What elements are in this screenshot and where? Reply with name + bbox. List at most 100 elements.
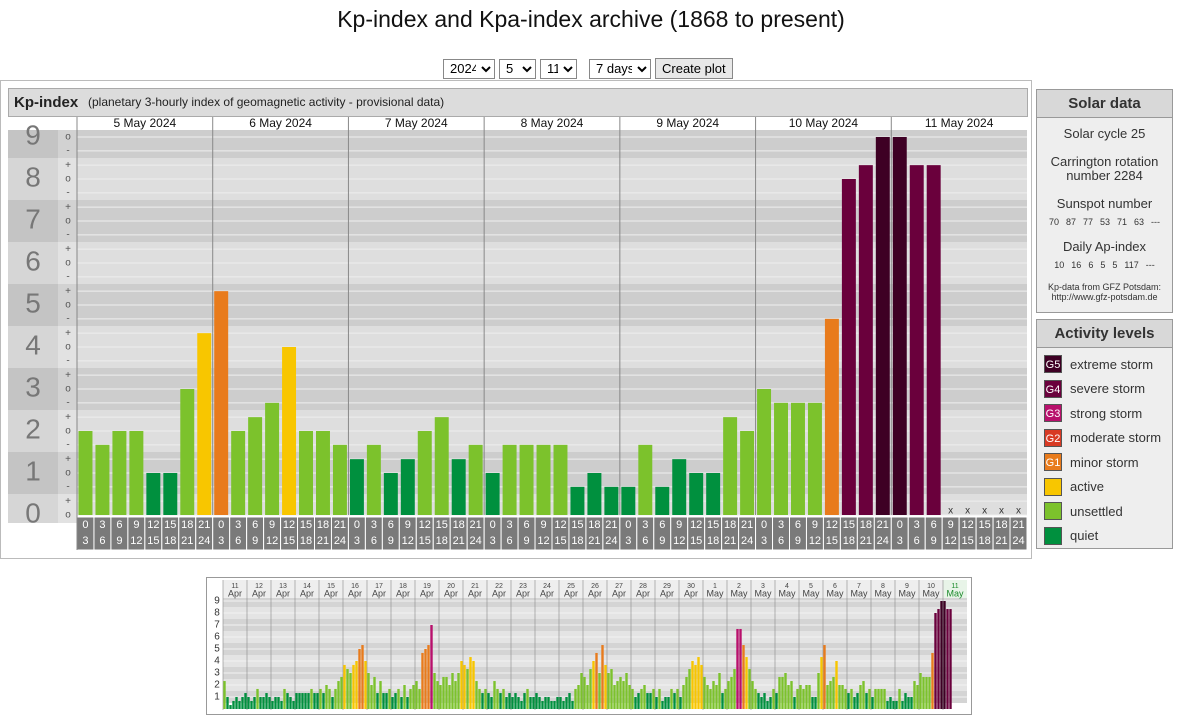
bar: [485, 473, 500, 515]
time-label: 21: [741, 519, 753, 531]
time-label: 12: [419, 519, 431, 531]
time-label: 18: [181, 519, 193, 531]
bar: [238, 700, 241, 709]
day-label: 10: [927, 583, 935, 590]
bar: [856, 693, 859, 709]
bar: [892, 700, 895, 709]
legend-entry: G3 strong storm: [1044, 401, 1172, 426]
day-label: 4: [785, 583, 789, 590]
time-label: 18: [300, 535, 312, 547]
bar: [598, 673, 601, 709]
time-label: 9: [116, 535, 122, 547]
month-label: Apr: [396, 588, 410, 598]
time-label: 3: [490, 535, 496, 547]
bar: [787, 685, 790, 709]
label-cell: [8, 452, 58, 494]
bar: [621, 486, 636, 515]
bar: [559, 697, 562, 709]
bar: [913, 681, 916, 709]
bar: [824, 318, 839, 515]
time-label: 21: [877, 519, 889, 531]
period-select[interactable]: 7 days: [589, 58, 651, 79]
bar: [949, 609, 952, 709]
time-label: 12: [266, 535, 278, 547]
bar: [583, 676, 586, 709]
bar: [910, 697, 913, 709]
bar: [844, 688, 847, 709]
time-label: 0: [761, 519, 767, 531]
bar: [454, 681, 457, 709]
month-select[interactable]: 5: [499, 58, 536, 79]
time-label: 21: [317, 535, 329, 547]
time-label: 18: [588, 519, 600, 531]
bar: [631, 688, 634, 709]
minor-label-cell: [58, 494, 77, 523]
source-url: http://www.gfz-potsdam.de: [1051, 292, 1158, 302]
bar: [922, 676, 925, 709]
minor-label-cell: [58, 410, 77, 452]
bar: [775, 693, 778, 709]
bar: [886, 700, 889, 709]
bar: [751, 681, 754, 709]
day-label: 28: [639, 583, 647, 590]
bar: [595, 652, 598, 709]
bar: [226, 697, 229, 709]
bar: [570, 486, 585, 515]
create-plot-button[interactable]: Create plot: [655, 58, 733, 79]
month-label: Apr: [588, 588, 602, 598]
time-label: 6: [523, 519, 529, 531]
time-label: 6: [99, 535, 105, 547]
bar: [355, 661, 358, 709]
bar: [265, 693, 268, 709]
bar: [417, 431, 432, 515]
bar: [409, 688, 412, 709]
bar: [625, 673, 628, 709]
bar: [337, 681, 340, 709]
bar: [709, 688, 712, 709]
bar: [904, 693, 907, 709]
month-label: Apr: [252, 588, 266, 598]
bar: [78, 431, 93, 515]
bar: [772, 688, 775, 709]
date-cell: [943, 580, 967, 598]
solar-cycle: Solar cycle 25: [1063, 126, 1146, 141]
bar: [592, 661, 595, 709]
month-label: Apr: [636, 588, 650, 598]
bar: [805, 685, 808, 709]
label-cell: [8, 494, 58, 523]
bar: [826, 685, 829, 709]
time-label: 18: [707, 535, 719, 547]
panel-title: Activity levels: [1037, 320, 1172, 348]
bar: [250, 700, 253, 709]
time-label: 15: [843, 519, 855, 531]
bar: [757, 389, 772, 515]
bar: [790, 681, 793, 709]
legend-label: moderate storm: [1070, 430, 1162, 446]
time-label: 3: [99, 519, 105, 531]
bar: [638, 444, 653, 515]
bar: [868, 688, 871, 709]
y-minor-label: o: [65, 384, 71, 395]
bar: [307, 693, 310, 709]
label-cell: [8, 326, 58, 368]
minor-label-cell: [58, 452, 77, 494]
date-cell: [919, 580, 943, 598]
bar: [814, 697, 817, 709]
bar: [604, 486, 619, 515]
month-label: May: [730, 588, 748, 598]
minor-label-cell: [58, 326, 77, 368]
time-label: 6: [388, 519, 394, 531]
day-select[interactable]: 11: [540, 58, 577, 79]
bar: [430, 625, 433, 709]
carrington: Carrington rotation number 2284: [1050, 154, 1159, 183]
bar: [610, 669, 613, 709]
bar: [232, 700, 235, 709]
month-label: Apr: [684, 588, 698, 598]
year-select[interactable]: 2024: [443, 58, 495, 79]
bar: [562, 700, 565, 709]
time-label: 3: [897, 535, 903, 547]
value: 71: [1117, 217, 1128, 227]
date-cell: [415, 580, 439, 598]
bar: [718, 673, 721, 709]
